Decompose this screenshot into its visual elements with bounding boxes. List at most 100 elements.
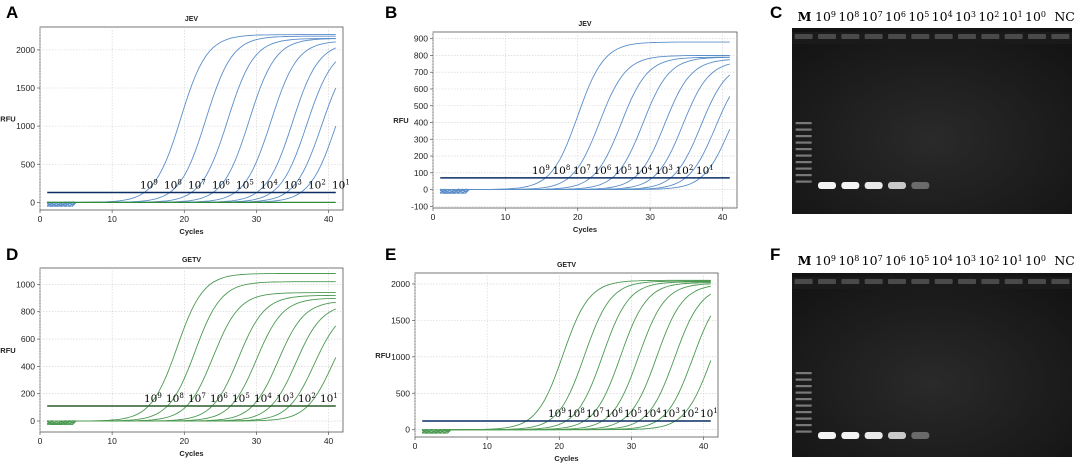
y-axis-title: RFU	[375, 351, 390, 360]
gel-well	[1028, 279, 1046, 284]
x-tick-label: 30	[645, 212, 655, 222]
pcr-product-band	[911, 182, 930, 189]
gel-lane-label: 107	[862, 253, 883, 268]
conc-label-10e2: 102	[676, 164, 694, 177]
conc-label-10e2: 102	[308, 178, 326, 191]
gel-well	[1004, 279, 1023, 284]
gel-well	[818, 34, 836, 39]
gel-lane-label: M	[798, 253, 812, 268]
y-tick-label: 200	[21, 389, 35, 399]
gel-lane-label: 106	[885, 253, 906, 268]
gel-lane-label: 105	[908, 253, 929, 268]
x-tick-label: 0	[38, 436, 43, 446]
conc-label-10e8: 108	[553, 164, 571, 177]
y-tick-label: 2000	[391, 279, 410, 289]
panel-letter-c: C	[770, 3, 783, 22]
x-axis-title: Cycles	[573, 225, 597, 234]
y-tick-label: 1500	[391, 315, 410, 325]
gel-image-f: M 109 108 107 106 105 104 103 102 101 100 NC	[792, 253, 1075, 457]
conc-label-10e4: 104	[260, 178, 278, 191]
x-tick-label: 20	[555, 441, 565, 451]
gel-lane-label: 101	[1002, 253, 1023, 268]
plot-area	[414, 272, 719, 438]
x-tick-label: 40	[699, 441, 709, 451]
y-tick-label: 1000	[391, 352, 410, 362]
panel-letter-b: B	[385, 3, 398, 22]
panel-letter-d: D	[6, 245, 19, 264]
y-axis-title: RFU	[393, 116, 408, 125]
y-axis-title: RFU	[0, 346, 15, 355]
gel-well	[1004, 34, 1023, 39]
x-axis-title: Cycles	[179, 449, 203, 458]
plot-title: JEV	[185, 16, 199, 23]
amplification-curve-10e1	[47, 357, 337, 425]
gel-well	[934, 279, 953, 284]
curves-group	[422, 279, 712, 434]
plot-title: GETV	[557, 262, 576, 269]
y-tick-label: 1000	[16, 279, 35, 289]
marker-band	[795, 372, 812, 375]
x-tick-label: 10	[501, 212, 511, 222]
pcr-product-band	[841, 182, 860, 189]
gel-well	[958, 279, 976, 284]
conc-label-10e1: 101	[700, 407, 718, 420]
pcr-product-band	[888, 432, 906, 439]
pcr-product-band	[818, 432, 836, 439]
gel-well	[888, 34, 906, 39]
marker-band	[795, 424, 812, 427]
qpcr-plot-a: 0 10 20 30 40 0 500 1000 1500 2000 JEV Cycles RFU 109…	[0, 16, 350, 236]
conc-label-10e9: 109	[548, 407, 566, 420]
gel-well	[1051, 279, 1070, 284]
conc-label-10e8: 108	[164, 178, 182, 191]
gel-well	[911, 34, 930, 39]
gel-well	[1051, 34, 1070, 39]
conc-label-10e9: 109	[144, 392, 162, 405]
x-tick-label: 10	[107, 436, 117, 446]
conc-label-10e3: 103	[276, 392, 294, 405]
conc-label-10e9: 109	[532, 164, 550, 177]
x-tick-label: 10	[482, 441, 492, 451]
x-tick-label: 30	[252, 214, 262, 224]
amplification-curve-10e1	[440, 129, 731, 194]
conc-label-10e1: 101	[332, 178, 350, 191]
curves-group	[46, 34, 337, 207]
x-tick-label: 30	[252, 436, 262, 446]
marker-band	[795, 122, 812, 125]
y-tick-label: 600	[414, 84, 428, 94]
y-tick-label: -100	[411, 201, 428, 211]
gel-lane-label: 103	[955, 253, 976, 268]
qpcr-plot-e: 0 10 20 30 40 0 500 1000 1500 2000 GETV Cycles RFU 10…	[375, 262, 719, 463]
conc-label-10e7: 107	[188, 178, 206, 191]
y-tick-label: 0	[30, 197, 35, 207]
conc-label-10e6: 106	[210, 392, 228, 405]
conc-label-10e5: 105	[232, 392, 250, 405]
x-tick-label: 20	[180, 214, 190, 224]
x-tick-label: 40	[718, 212, 728, 222]
x-tick-label: 30	[627, 441, 637, 451]
curves-group	[47, 273, 337, 426]
conc-label-10e5: 105	[614, 164, 632, 177]
marker-band	[795, 154, 812, 157]
gel-lane-label: 109	[815, 9, 836, 24]
gel-well	[958, 34, 976, 39]
y-tick-label: 1500	[16, 83, 35, 93]
x-tick-label: 20	[573, 212, 583, 222]
gel-well	[981, 279, 1000, 284]
gel-well	[818, 279, 836, 284]
plot-area	[39, 26, 344, 211]
y-tick-label: 500	[21, 159, 35, 169]
y-tick-label: 400	[414, 118, 428, 128]
x-tick-label: 40	[324, 214, 334, 224]
conc-label-10e8: 108	[166, 392, 184, 405]
gel-well	[1028, 34, 1046, 39]
marker-band	[795, 391, 812, 394]
conc-label-10e6: 106	[212, 178, 230, 191]
pcr-product-band	[864, 432, 883, 439]
gel-lane-label: 102	[978, 253, 999, 268]
marker-band	[795, 378, 812, 381]
pcr-product-band	[888, 182, 906, 189]
gel-well	[841, 34, 860, 39]
gel-well	[841, 279, 860, 284]
gel-well	[888, 279, 906, 284]
